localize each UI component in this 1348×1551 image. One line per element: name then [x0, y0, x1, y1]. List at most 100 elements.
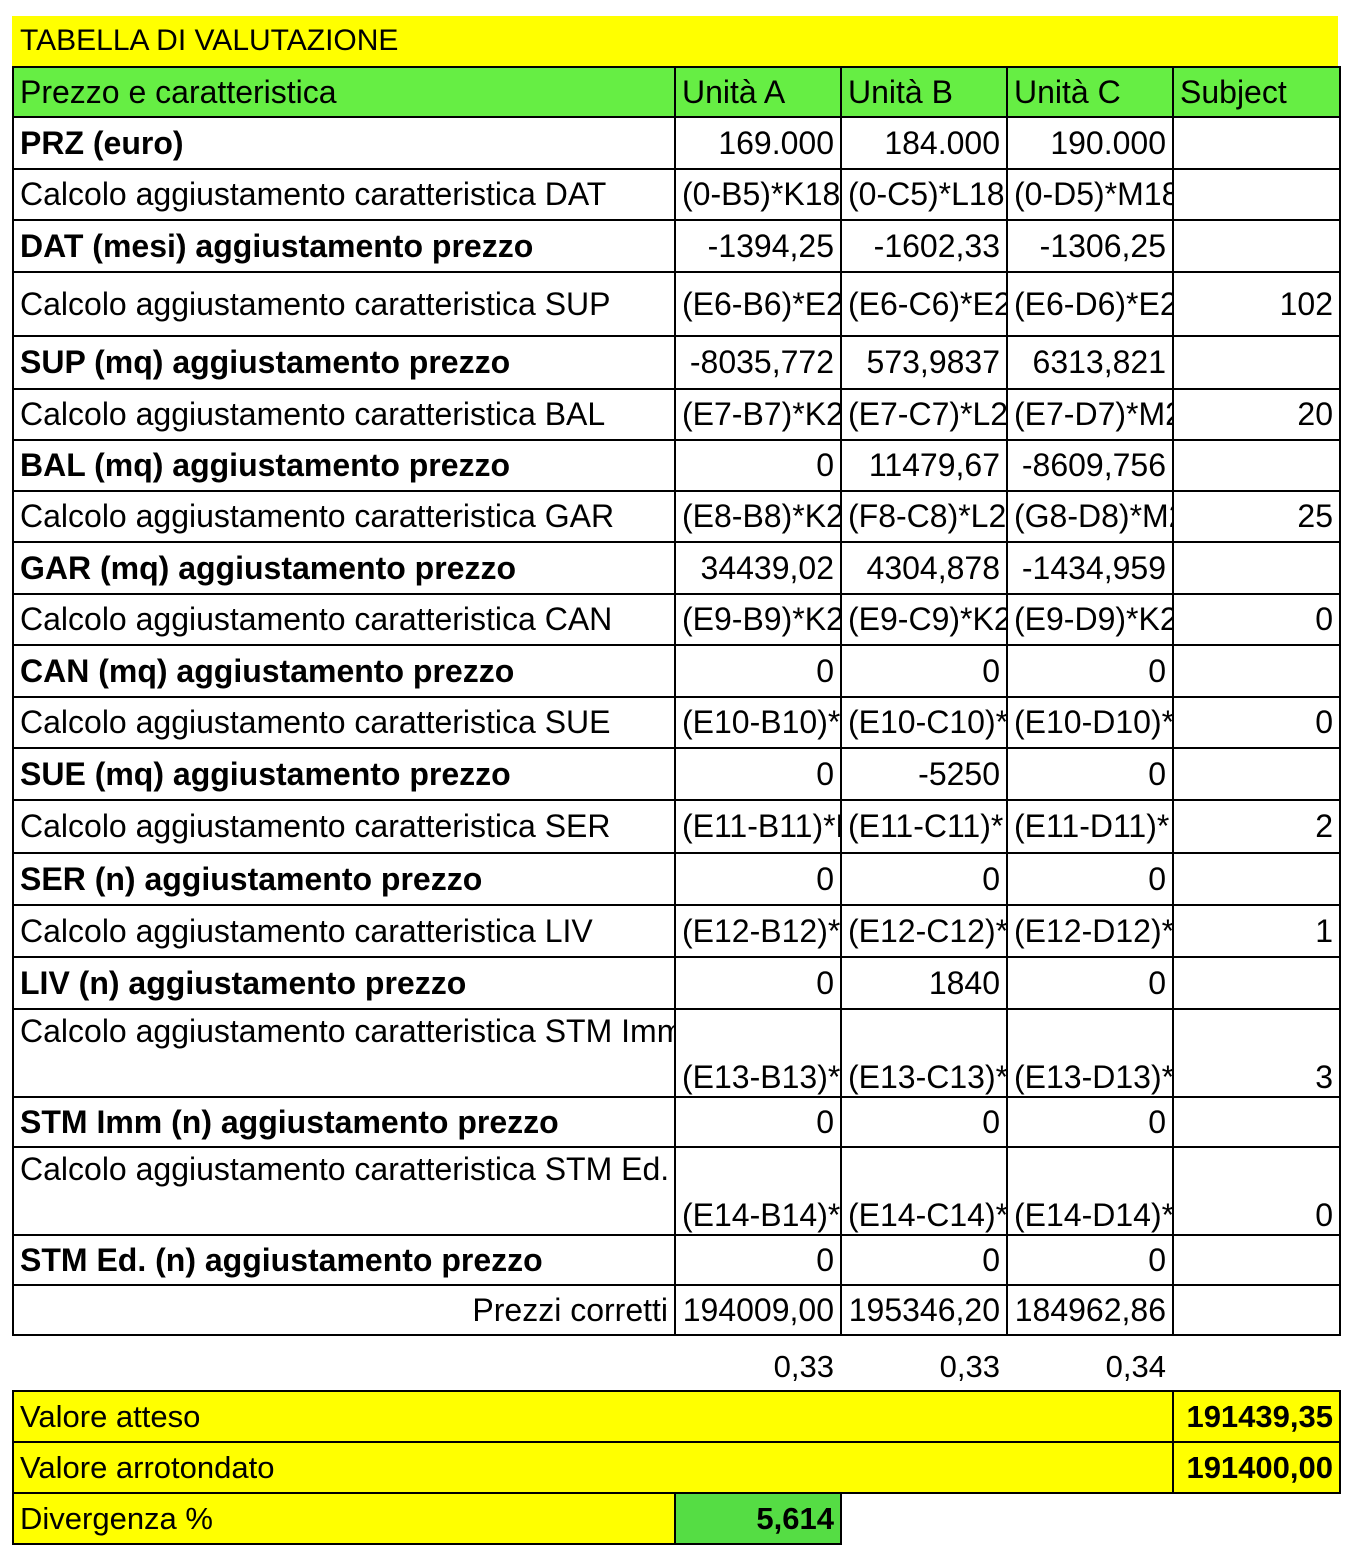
row-label: Calcolo aggiustamento caratteristica BAL: [12, 388, 676, 441]
rounded-value-row: Valore arrotondato 191400,00: [12, 1441, 1341, 1494]
calc-row: Calcolo aggiustamento caratteristica SER…: [12, 799, 1341, 854]
expected-value: 191439,35: [1172, 1390, 1341, 1443]
cell-unit-c: (G8-D8)*M21: [1006, 490, 1174, 543]
adjustment-row: SER (n) aggiustamento prezzo 0 0 0: [12, 852, 1341, 906]
row-label: STM Imm (n) aggiustamento prezzo: [12, 1096, 676, 1148]
weight-a: 0,33: [773, 1349, 834, 1384]
cell-unit-b: 11479,67: [840, 439, 1008, 492]
cell-unit-c: 6313,821: [1006, 335, 1174, 390]
row-label: Calcolo aggiustamento caratteristica SER: [12, 799, 676, 854]
cell-unit-a: 0: [674, 439, 842, 492]
row-label: LIV (n) aggiustamento prezzo: [12, 956, 676, 1010]
weight-b: 0,33: [939, 1349, 1000, 1384]
cell-unit-c: 0: [1006, 747, 1174, 801]
corrected-price-subject: [1172, 1284, 1341, 1336]
row-label: SUP (mq) aggiustamento prezzo: [12, 335, 676, 390]
cell-unit-c: (E9-D9)*K22: [1006, 593, 1174, 646]
weight-c: 0,34: [1105, 1349, 1166, 1384]
cell-subject: 102: [1172, 271, 1341, 337]
row-label: GAR (mq) aggiustamento prezzo: [12, 541, 676, 595]
row-label: Calcolo aggiustamento caratteristica GAR: [12, 490, 676, 543]
calc-row: Calcolo aggiustamento caratteristica LIV…: [12, 904, 1341, 958]
cell-subject: [1172, 852, 1341, 906]
cell-unit-b: 0: [840, 852, 1008, 906]
cell-unit-c: -8609,756: [1006, 439, 1174, 492]
calc-row: Calcolo aggiustamento caratteristica STM…: [12, 1008, 1341, 1098]
row-label: SUE (mq) aggiustamento prezzo: [12, 747, 676, 801]
cell-subject: 0: [1172, 1146, 1341, 1236]
summary-table: Valore atteso 191439,35 Valore arrotonda…: [12, 1390, 1341, 1545]
header-feature: Prezzo e caratteristica: [12, 66, 676, 118]
adjustment-row: SUE (mq) aggiustamento prezzo 0 -5250 0: [12, 747, 1341, 801]
row-label: Calcolo aggiustamento caratteristica CAN: [12, 593, 676, 646]
cell-subject: [1172, 1234, 1341, 1286]
expected-value-label: Valore atteso: [12, 1390, 1174, 1443]
cell-unit-b: 1840: [840, 956, 1008, 1010]
adjustment-row: GAR (mq) aggiustamento prezzo 34439,02 430…: [12, 541, 1341, 595]
row-label: Calcolo aggiustamento caratteristica LIV: [12, 904, 676, 958]
cell-unit-a: (E7-B7)*K20: [674, 388, 842, 441]
cell-unit-c: -1434,959: [1006, 541, 1174, 595]
row-label: DAT (mesi) aggiustamento prezzo: [12, 219, 676, 273]
calc-row: Calcolo aggiustamento caratteristica DAT…: [12, 168, 1341, 221]
header-row: Prezzo e caratteristica Unità A Unità B …: [12, 66, 1341, 118]
cell-subject: 20: [1172, 388, 1341, 441]
cell-unit-b: -1602,33: [840, 219, 1008, 273]
cell-unit-c: 0: [1006, 1234, 1174, 1286]
weights-blank: [12, 1344, 674, 1390]
cell-unit-a: (E11-B11)*K25: [674, 799, 842, 854]
corrected-price-c: 184962,86: [1006, 1284, 1174, 1336]
header-unit-b: Unità B: [840, 66, 1008, 118]
row-label: STM Ed. (n) aggiustamento prezzo: [12, 1234, 676, 1286]
calc-row: Calcolo aggiustamento caratteristica BAL…: [12, 388, 1341, 441]
cell-unit-b: 4304,878: [840, 541, 1008, 595]
cell-subject: [1172, 439, 1341, 492]
cell-unit-c: 190.000: [1006, 116, 1174, 170]
calc-row: Calcolo aggiustamento caratteristica GAR…: [12, 490, 1341, 543]
cell-unit-a: 169.000: [674, 116, 842, 170]
header-unit-a: Unità A: [674, 66, 842, 118]
cell-subject: [1172, 335, 1341, 390]
corrected-price-a: 194009,00: [674, 1284, 842, 1336]
cell-unit-c: (0-D5)*M18: [1006, 168, 1174, 221]
cell-subject: [1172, 956, 1341, 1010]
calc-row: Calcolo aggiustamento caratteristica SUE…: [12, 696, 1341, 749]
cell-unit-a: 34439,02: [674, 541, 842, 595]
cell-unit-a: (E13-B13)*K26: [674, 1008, 842, 1098]
row-label: Calcolo aggiustamento caratteristica STM…: [12, 1146, 676, 1236]
divergence-value: 5,614: [674, 1492, 842, 1545]
cell-unit-a: (0-B5)*K18: [674, 168, 842, 221]
cell-unit-b: (F8-C8)*L21: [840, 490, 1008, 543]
row-label: SER (n) aggiustamento prezzo: [12, 852, 676, 906]
cell-unit-b: (E9-C9)*K22: [840, 593, 1008, 646]
cell-unit-c: (E13-D13)*M26: [1006, 1008, 1174, 1098]
weight-subject: [1172, 1344, 1339, 1390]
cell-unit-a: (E14-B14)*K27: [674, 1146, 842, 1236]
adjustment-row: DAT (mesi) aggiustamento prezzo -1394,25-…: [12, 219, 1341, 273]
adjustment-row: PRZ (euro) 169.000 184.000 190.000: [12, 116, 1341, 170]
adjustment-row: STM Ed. (n) aggiustamento prezzo 0 0 0: [12, 1234, 1341, 1286]
cell-unit-b: (E10-C10)*L23: [840, 696, 1008, 749]
cell-subject: [1172, 644, 1341, 698]
cell-unit-b: (E6-C6)*E20: [840, 271, 1008, 337]
cell-unit-b: 0: [840, 644, 1008, 698]
cell-unit-a: (E6-B6)*E20: [674, 271, 842, 337]
adjustment-row: LIV (n) aggiustamento prezzo 0 1840 0: [12, 956, 1341, 1010]
cell-subject: 0: [1172, 593, 1341, 646]
cell-subject: [1172, 168, 1341, 221]
cell-unit-a: 0: [674, 1234, 842, 1286]
cell-unit-a: 0: [674, 747, 842, 801]
divergence-label: Divergenza %: [12, 1492, 676, 1545]
cell-unit-a: -8035,772: [674, 335, 842, 390]
cell-unit-b: 0: [840, 1234, 1008, 1286]
row-label: CAN (mq) aggiustamento prezzo: [12, 644, 676, 698]
cell-subject: [1172, 116, 1341, 170]
row-label: Calcolo aggiustamento caratteristica SUP: [12, 271, 676, 337]
corrected-prices-label: Prezzi corretti: [12, 1284, 676, 1336]
divergence-row: Divergenza % 5,614: [12, 1492, 1340, 1545]
cell-unit-c: -1306,25: [1006, 219, 1174, 273]
expected-value-row: Valore atteso 191439,35: [12, 1390, 1341, 1443]
cell-unit-a: 0: [674, 852, 842, 906]
adjustment-row: STM Imm (n) aggiustamento prezzo 0 0 0: [12, 1096, 1341, 1148]
